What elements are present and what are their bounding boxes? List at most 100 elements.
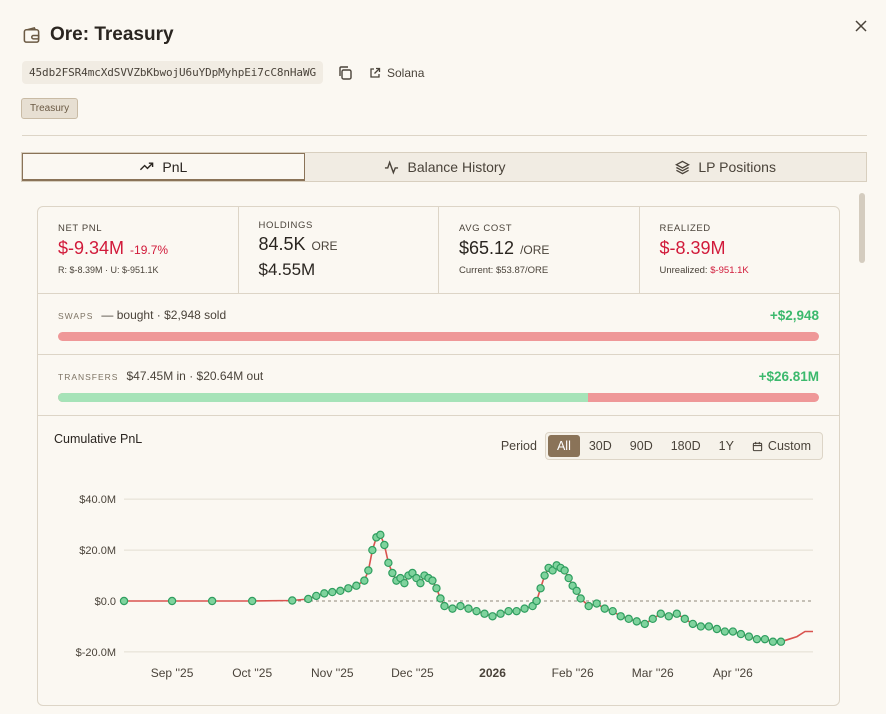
tab-pnl-label: PnL [162,158,188,175]
period-group: All 30D 90D 180D 1Y Custom [544,432,823,460]
data-point [720,627,730,636]
x-tick-label: Mar ''26 [632,666,674,680]
tab-balance-history[interactable]: Balance History [305,153,586,181]
data-point [388,568,397,578]
current-price: Current: $53.87/ORE [459,265,549,276]
data-point [760,634,770,644]
x-tick-label: Feb ''26 [552,666,594,680]
data-point [648,614,657,624]
data-point [672,609,682,618]
data-point [532,596,541,606]
scrollbar-thumb[interactable] [859,193,865,263]
wallet-icon [23,26,40,43]
period-180d-button[interactable]: 180D [670,439,701,453]
data-point [712,624,722,634]
data-point [432,584,441,593]
x-tick-label: Sep ''25 [151,666,194,680]
activity-icon [385,159,399,175]
pnl-card: NET PNL $-9.34M -19.7% R: $-8.39M · U: $… [37,206,840,706]
pnl-chart: $40.0M $20.0M $0.0 $-20.0M Sep ''25 Oct ''25 N… [76,494,813,680]
unrealized-label: Unrealized: [659,265,708,276]
tab-pnl[interactable]: PnL [22,153,305,181]
period-30d-button[interactable]: 30D [588,439,612,453]
net-pnl-label: NET PNL [58,223,103,234]
data-point [304,594,313,604]
transfers-label: TRANSFERS [58,372,119,382]
data-point [328,587,337,597]
period-label: Period [500,439,537,453]
data-point [496,609,505,618]
data-point [416,578,425,588]
close-icon[interactable] [852,17,870,35]
transfers-amount: +$26.81M [758,369,819,384]
copy-icon[interactable] [337,65,353,81]
data-point [312,591,321,601]
data-point [736,629,746,639]
data-point [776,637,786,646]
data-point [540,571,549,580]
page-title: Ore: Treasury [50,24,174,45]
stat-realized: REALIZED $-8.39M Unrealized: $-951.1K [640,207,840,293]
period-90d-button[interactable]: 90D [629,439,653,453]
holdings-unit: ORE [311,239,338,253]
data-point [512,606,521,616]
holdings-label: HOLDINGS [258,220,313,231]
data-point [360,576,369,585]
data-point [624,614,633,624]
data-point [207,596,217,606]
address-row: 45db2FSR4mcXdSVVZbKbwojU6uYDpMyhpEi7cC8n… [22,61,424,84]
wallet-address: 45db2FSR4mcXdSVVZbKbwojU6uYDpMyhpEi7cC8n… [22,61,323,84]
chain-link[interactable]: Solana [369,66,424,80]
tab-balance-history-label: Balance History [407,159,506,175]
data-point [600,604,609,613]
wallet-tag-badge: Treasury [21,98,79,119]
data-point [752,634,762,644]
period-all-button[interactable]: All [547,435,580,457]
x-tick-label: Nov ''25 [311,666,354,680]
data-point [352,581,361,590]
data-point [664,612,673,621]
chain-label: Solana [387,65,425,80]
tab-lp-positions-label: LP Positions [698,159,776,175]
custom-label: Custom [767,439,811,453]
avg-cost-unit: /ORE [520,243,550,257]
data-point [368,545,377,555]
swaps-summary: — bought · $2,948 sold [101,308,227,322]
data-point [616,612,625,621]
data-point [428,576,437,585]
period-selector: Period All 30D 90D 180D 1Y Custom [501,432,823,460]
data-point [344,584,353,593]
data-point [488,612,497,621]
holdings-amount: 84.5K [258,234,306,254]
data-point [656,609,665,618]
data-point [119,596,129,606]
net-pnl-pct: -19.7% [130,243,169,257]
data-point [480,609,489,618]
external-link-icon [370,67,381,78]
tab-bar: PnL Balance History LP Positions [21,152,867,182]
x-tick-label: Apr ''26 [713,666,753,680]
swaps-amount: +$2,948 [769,308,819,323]
data-point [728,627,738,636]
realized-label: REALIZED [659,223,711,234]
transfers-summary: $47.45M in · $20.64M out [126,369,264,383]
x-tick-label: 2026 [479,666,506,680]
calendar-icon [752,441,763,451]
period-custom-button[interactable]: Custom [743,435,820,457]
data-point [536,584,545,593]
data-point [608,606,617,616]
data-point [640,619,649,629]
trend-icon [140,162,154,171]
data-point [504,606,513,616]
x-tick-label: Dec ''25 [391,666,434,680]
data-point [688,619,698,629]
unrealized-value: $-951.1K [710,265,749,276]
data-point [384,558,393,568]
data-point [448,604,457,613]
data-point [320,589,329,598]
tab-lp-positions[interactable]: LP Positions [585,153,866,181]
net-pnl-breakdown: R: $-8.39M · U: $-951.1K [58,265,159,275]
period-1y-button[interactable]: 1Y [718,439,734,453]
data-point [572,586,581,596]
swaps-bar [58,332,819,341]
